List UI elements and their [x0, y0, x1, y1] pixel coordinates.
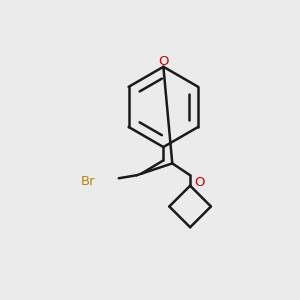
- Text: O: O: [158, 55, 169, 68]
- Text: O: O: [194, 176, 205, 189]
- Text: Br: Br: [80, 175, 95, 188]
